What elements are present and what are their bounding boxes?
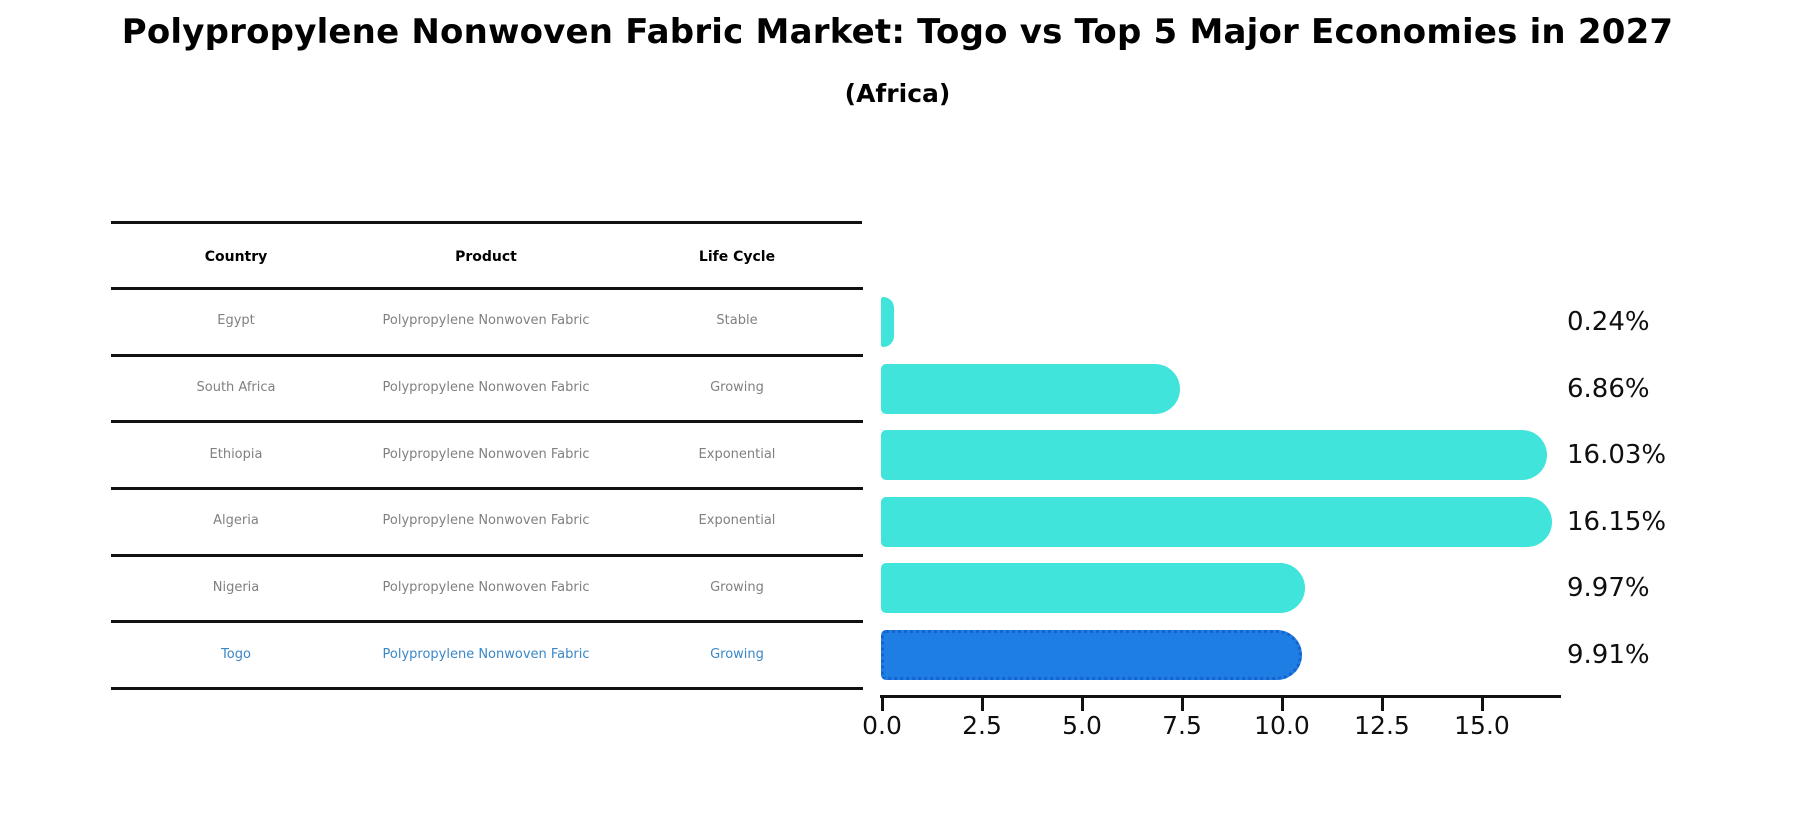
cell-product: Polypropylene Nonwoven Fabric	[382, 313, 590, 328]
cell-life-cycle: Exponential	[698, 513, 776, 528]
bar-nigeria	[881, 563, 1305, 613]
x-tick-label: 5.0	[1062, 711, 1102, 740]
cell-country: Algeria	[213, 513, 259, 528]
cell-country: South Africa	[196, 380, 276, 395]
table-row-togo: Togo Polypropylene Nonwoven Fabric Growi…	[111, 644, 862, 666]
value-label: 9.97%	[1567, 573, 1650, 603]
table-row: Egypt Polypropylene Nonwoven Fabric Stab…	[111, 310, 862, 332]
x-tick-label: 12.5	[1354, 711, 1410, 740]
table-row: Algeria Polypropylene Nonwoven Fabric Ex…	[111, 510, 862, 532]
x-tick-label: 0.0	[862, 711, 902, 740]
chart-title: Polypropylene Nonwoven Fabric Market: To…	[121, 12, 1674, 52]
x-axis-tick	[981, 698, 984, 711]
x-axis-tick	[1481, 698, 1484, 711]
value-label: 6.86%	[1567, 374, 1650, 404]
column-header-life-cycle: Life Cycle	[698, 249, 776, 265]
table-line	[111, 554, 862, 557]
chart-subtitle: (Africa)	[844, 79, 951, 108]
cell-product: Polypropylene Nonwoven Fabric	[382, 513, 590, 528]
x-tick-label: 15.0	[1454, 711, 1510, 740]
cell-product: Polypropylene Nonwoven Fabric	[382, 380, 590, 395]
table-row: Ethiopia Polypropylene Nonwoven Fabric E…	[111, 444, 862, 466]
x-axis-tick	[881, 698, 884, 711]
table-line	[111, 620, 862, 623]
table-line	[111, 487, 862, 490]
value-label: 16.15%	[1567, 507, 1667, 537]
table-line	[111, 420, 862, 423]
cell-life-cycle: Stable	[716, 313, 758, 328]
value-label: 9.91%	[1567, 640, 1650, 670]
bar-algeria	[881, 497, 1552, 547]
table-row: Nigeria Polypropylene Nonwoven Fabric Gr…	[111, 577, 862, 599]
cell-country: Ethiopia	[209, 447, 263, 462]
cell-country: Egypt	[217, 313, 255, 328]
x-tick-label: 10.0	[1254, 711, 1310, 740]
cell-life-cycle: Exponential	[698, 447, 776, 462]
table-line	[111, 287, 862, 290]
cell-life-cycle: Growing	[710, 580, 764, 595]
x-axis-tick	[1081, 698, 1084, 711]
y-axis-tick	[845, 620, 863, 623]
y-axis-tick	[845, 287, 863, 290]
cell-country: Nigeria	[212, 580, 260, 595]
cell-life-cycle: Growing	[710, 647, 764, 662]
y-axis-tick	[845, 487, 863, 490]
y-axis-tick	[845, 354, 863, 357]
table-row: South Africa Polypropylene Nonwoven Fabr…	[111, 377, 862, 399]
bar-south-africa	[881, 364, 1181, 414]
column-header-country: Country	[204, 249, 268, 265]
cell-life-cycle: Growing	[710, 380, 764, 395]
x-tick-label: 7.5	[1162, 711, 1202, 740]
bar-egypt	[881, 297, 894, 347]
x-axis-tick	[1281, 698, 1284, 711]
cell-product: Polypropylene Nonwoven Fabric	[382, 580, 590, 595]
cell-country: Togo	[221, 647, 251, 662]
value-label: 0.24%	[1567, 307, 1650, 337]
cell-product: Polypropylene Nonwoven Fabric	[382, 647, 590, 662]
y-axis-tick	[845, 554, 863, 557]
x-axis-tick	[1381, 698, 1384, 711]
cell-product: Polypropylene Nonwoven Fabric	[382, 447, 590, 462]
y-axis-tick	[845, 420, 863, 423]
table-line	[111, 687, 862, 690]
y-axis-tick	[845, 687, 863, 690]
table-line	[111, 354, 862, 357]
x-axis-tick	[1181, 698, 1184, 711]
column-header-product: Product	[455, 249, 517, 265]
bar-togo-highlight	[881, 630, 1303, 680]
x-axis-line	[880, 695, 1561, 698]
value-label: 16.03%	[1567, 440, 1667, 470]
bar-ethiopia	[881, 430, 1548, 480]
table-header-row: Country Product Life Cycle	[111, 244, 862, 270]
table-line	[111, 221, 862, 224]
x-tick-label: 2.5	[962, 711, 1002, 740]
